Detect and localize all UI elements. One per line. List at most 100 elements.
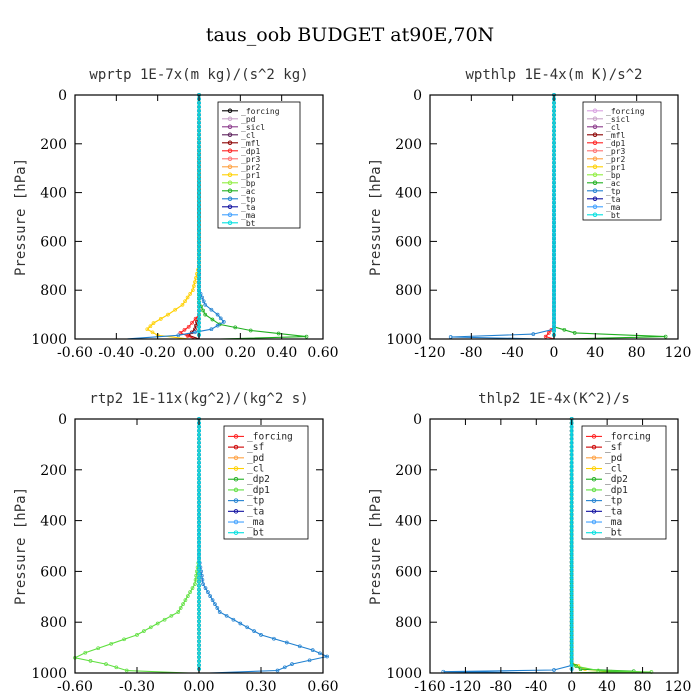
legend-entry: _bp — [241, 179, 256, 188]
series-marker — [569, 659, 574, 663]
series-marker — [197, 301, 201, 305]
series-marker — [197, 237, 201, 241]
series-marker — [552, 301, 556, 305]
series-marker — [197, 540, 201, 544]
legend-marker — [233, 530, 239, 535]
y-tick-label: 0 — [413, 412, 422, 428]
legend-marker — [227, 180, 233, 186]
series-marker — [197, 436, 201, 441]
y-tick-label: 1000 — [386, 666, 422, 682]
y-tick-label: 800 — [40, 615, 67, 631]
series-marker — [83, 650, 88, 655]
series-marker — [569, 448, 574, 453]
series-marker — [186, 324, 191, 329]
series-marker — [197, 253, 201, 257]
legend-marker — [227, 156, 233, 162]
series-marker — [210, 317, 215, 322]
legend-marker — [592, 140, 598, 146]
series-marker — [572, 331, 577, 335]
legend-entry: _ma — [606, 203, 621, 212]
series-marker — [596, 668, 601, 673]
series-marker — [231, 617, 236, 622]
series-marker — [569, 512, 574, 517]
legend-marker — [233, 444, 239, 450]
series-marker — [197, 225, 201, 229]
series-marker — [552, 197, 556, 201]
series-line — [179, 95, 200, 340]
series-marker — [663, 334, 668, 339]
series-marker — [552, 265, 556, 269]
series-marker — [569, 528, 574, 532]
series-marker — [552, 293, 556, 297]
series-marker — [552, 169, 556, 173]
series-marker — [221, 320, 226, 324]
y-tick-label: 800 — [40, 283, 67, 299]
series-marker — [197, 189, 201, 193]
series-marker — [569, 583, 574, 588]
series-marker — [197, 544, 201, 548]
legend-marker — [591, 455, 597, 461]
series-marker — [569, 552, 574, 556]
series-marker — [197, 133, 201, 137]
series-marker — [197, 137, 201, 141]
series-marker — [569, 603, 574, 608]
series-marker — [569, 436, 574, 441]
series-marker — [213, 602, 217, 606]
legend-marker — [592, 196, 598, 202]
legend-entry: _forcing — [605, 431, 651, 442]
series-marker — [210, 598, 215, 602]
x-tick-label: -80 — [460, 345, 483, 361]
series-marker — [552, 221, 556, 225]
series-line — [73, 419, 200, 674]
series-marker — [569, 560, 574, 564]
series-marker — [145, 327, 150, 332]
y-tick-label: 800 — [395, 615, 422, 631]
series-marker — [569, 425, 574, 429]
series-marker — [543, 334, 548, 339]
series-marker — [197, 181, 201, 185]
legend-marker — [233, 466, 239, 471]
series-marker — [197, 125, 201, 129]
series-marker — [552, 121, 556, 125]
series-marker — [552, 317, 556, 321]
y-tick-label: 600 — [395, 564, 422, 580]
figure-title: taus_oob BUDGET at90E,70N — [206, 24, 494, 46]
series-marker — [569, 635, 574, 640]
series-marker — [197, 567, 201, 572]
panels: wprtp 1E-7x(m kg)/(s^2 kg) Pressure [hPa]… — [13, 67, 691, 695]
legend-marker — [592, 188, 598, 194]
series-marker — [197, 643, 201, 648]
series-marker — [180, 302, 185, 307]
series-marker — [197, 169, 201, 173]
series-marker — [169, 613, 174, 618]
series-marker — [215, 312, 220, 317]
legend: _forcing_pd_sicl_cl_mfl_dp1_pr3_pr2_pr1_… — [217, 101, 301, 229]
series-marker — [185, 295, 190, 300]
series-marker — [197, 472, 201, 477]
series-line — [126, 95, 225, 340]
series-marker — [155, 621, 160, 626]
x-tick-label: -80 — [490, 679, 513, 695]
series-marker — [197, 647, 201, 652]
series-marker — [197, 277, 201, 281]
series-marker — [197, 635, 201, 640]
series-marker — [197, 321, 201, 325]
legend-box — [581, 425, 667, 540]
series-marker — [197, 516, 201, 521]
series-marker — [197, 575, 201, 580]
series-marker — [199, 304, 203, 309]
series-marker — [252, 629, 256, 633]
legend-entry: _tp — [606, 187, 621, 196]
x-tick-label: -120 — [450, 679, 481, 695]
series-marker — [197, 548, 201, 552]
series-marker — [245, 625, 250, 630]
legend-entry: _sicl — [606, 115, 630, 124]
series-marker — [197, 556, 201, 560]
legend-entry: _forcing — [606, 107, 645, 116]
x-tick-label: 80 — [634, 679, 652, 695]
series-marker — [197, 552, 201, 556]
series-marker — [197, 563, 201, 568]
series-marker — [122, 637, 126, 642]
series-marker — [166, 312, 170, 317]
